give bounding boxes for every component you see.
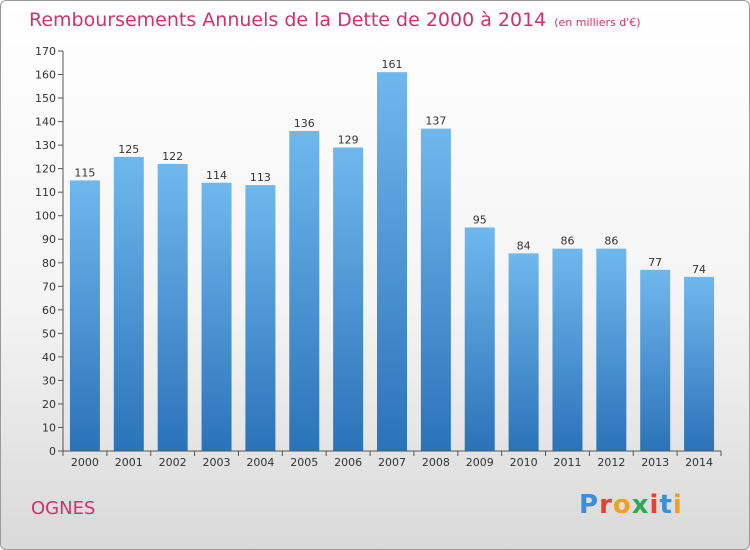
bar bbox=[420, 128, 451, 451]
y-tick-label: 170 bbox=[35, 45, 56, 58]
logo-letter: i bbox=[649, 490, 660, 520]
y-tick-label: 70 bbox=[42, 280, 56, 293]
bar bbox=[684, 276, 715, 451]
bar bbox=[596, 248, 627, 451]
bar bbox=[552, 248, 583, 451]
logo-letter: r bbox=[599, 490, 613, 520]
y-tick-label: 60 bbox=[42, 304, 56, 317]
y-tick-label: 160 bbox=[35, 69, 56, 82]
x-tick-label: 2006 bbox=[334, 456, 362, 469]
bar-value-label: 86 bbox=[604, 235, 618, 248]
y-tick-label: 130 bbox=[35, 139, 56, 152]
x-tick-label: 2007 bbox=[378, 456, 406, 469]
bar-value-label: 129 bbox=[338, 133, 359, 146]
x-tick-label: 2013 bbox=[641, 456, 669, 469]
bar-value-label: 125 bbox=[118, 143, 139, 156]
bar-value-label: 84 bbox=[517, 239, 531, 252]
bar-value-label: 74 bbox=[692, 263, 706, 276]
x-tick-label: 2014 bbox=[685, 456, 713, 469]
x-tick-label: 2012 bbox=[597, 456, 625, 469]
bar-value-label: 122 bbox=[162, 150, 183, 163]
bar-value-label: 161 bbox=[382, 58, 403, 71]
x-tick-label: 2005 bbox=[290, 456, 318, 469]
bar bbox=[69, 180, 100, 452]
bar-value-label: 77 bbox=[648, 256, 662, 269]
bar bbox=[113, 156, 144, 451]
bar-value-label: 137 bbox=[425, 115, 446, 128]
bar bbox=[201, 182, 232, 451]
x-tick-label: 2009 bbox=[466, 456, 494, 469]
bar bbox=[157, 163, 188, 452]
logo-letter: x bbox=[631, 490, 650, 520]
logo-letter: o bbox=[612, 490, 632, 520]
x-tick-label: 2002 bbox=[159, 456, 187, 469]
y-tick-label: 0 bbox=[49, 445, 56, 458]
x-tick-label: 2003 bbox=[203, 456, 231, 469]
y-tick-label: 10 bbox=[42, 421, 56, 434]
logo-letter: i bbox=[672, 490, 683, 520]
title-unit: (en milliers d'€) bbox=[554, 16, 641, 29]
y-tick-label: 110 bbox=[35, 186, 56, 199]
y-tick-label: 30 bbox=[42, 374, 56, 387]
y-tick-label: 50 bbox=[42, 327, 56, 340]
bar-value-label: 136 bbox=[294, 117, 315, 130]
y-tick-label: 40 bbox=[42, 351, 56, 364]
x-tick-label: 2011 bbox=[553, 456, 581, 469]
bar-value-label: 113 bbox=[250, 171, 271, 184]
bar bbox=[289, 131, 320, 451]
bar-value-label: 114 bbox=[206, 169, 227, 182]
y-tick-label: 20 bbox=[42, 398, 56, 411]
y-tick-label: 80 bbox=[42, 257, 56, 270]
bar bbox=[640, 269, 671, 451]
logo-letter: t bbox=[659, 490, 673, 520]
x-tick-label: 2004 bbox=[246, 456, 274, 469]
y-tick-label: 120 bbox=[35, 163, 56, 176]
chart-title: Remboursements Annuels de la Dette de 20… bbox=[29, 9, 641, 31]
x-tick-label: 2008 bbox=[422, 456, 450, 469]
bar bbox=[245, 185, 276, 451]
bar bbox=[333, 147, 364, 451]
proxiti-logo[interactable]: Proxiti bbox=[579, 490, 683, 520]
x-tick-label: 2001 bbox=[115, 456, 143, 469]
y-tick-label: 90 bbox=[42, 233, 56, 246]
bar bbox=[464, 227, 495, 451]
x-tick-label: 2010 bbox=[510, 456, 538, 469]
bar-value-label: 86 bbox=[560, 235, 574, 248]
y-tick-label: 100 bbox=[35, 210, 56, 223]
y-tick-label: 150 bbox=[35, 92, 56, 105]
y-tick-label: 140 bbox=[35, 116, 56, 129]
bar-value-label: 115 bbox=[74, 166, 95, 179]
bar bbox=[377, 72, 407, 452]
commune-name: OGNES bbox=[31, 498, 96, 519]
x-tick-label: 2000 bbox=[71, 456, 99, 469]
title-main: Remboursements Annuels de la Dette de 20… bbox=[29, 9, 547, 31]
bar-value-label: 95 bbox=[473, 213, 487, 226]
logo-letter: P bbox=[579, 490, 600, 520]
bar bbox=[508, 253, 539, 451]
